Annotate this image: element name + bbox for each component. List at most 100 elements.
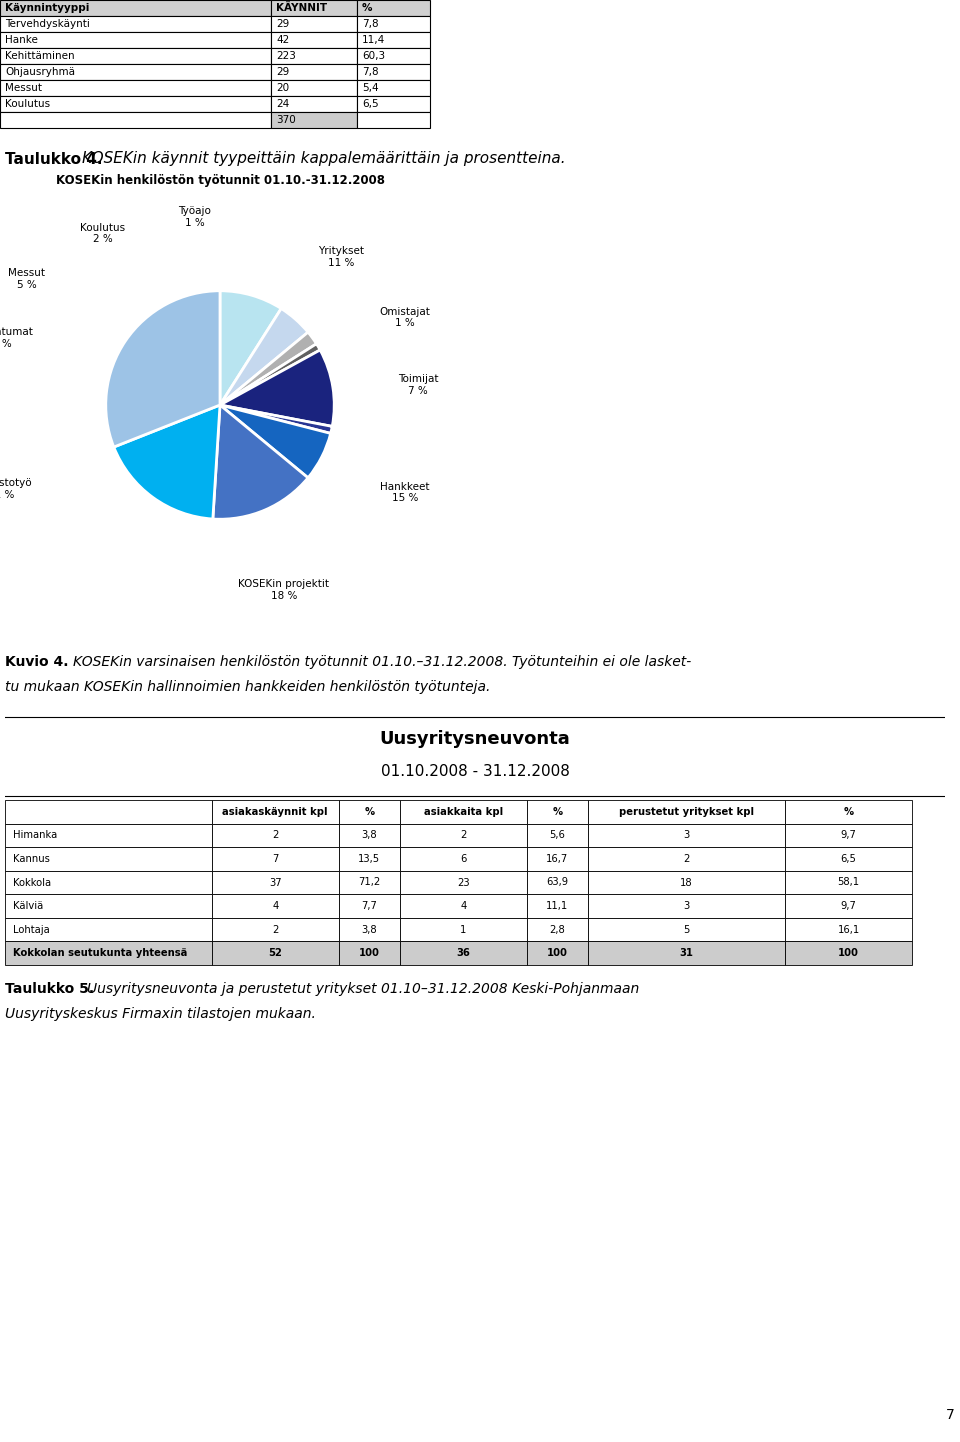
- Bar: [399, 919, 527, 942]
- Title: KOSEKin henkilöstön työtunnit 01.10.-31.12.2008: KOSEKin henkilöstön työtunnit 01.10.-31.…: [56, 174, 385, 187]
- Text: 23: 23: [457, 878, 469, 887]
- Bar: [5, 871, 212, 894]
- Text: Koulutus: Koulutus: [5, 99, 50, 110]
- Wedge shape: [220, 309, 308, 405]
- Text: Kehittäminen: Kehittäminen: [5, 50, 75, 61]
- Bar: [0, 16, 271, 32]
- Text: KÄYNNIT: KÄYNNIT: [276, 3, 327, 13]
- Bar: [212, 871, 339, 894]
- Text: 71,2: 71,2: [358, 878, 380, 887]
- Bar: [357, 16, 430, 32]
- Bar: [271, 79, 357, 97]
- Bar: [527, 942, 588, 965]
- Text: Työajo
1 %: Työajo 1 %: [179, 206, 211, 228]
- Text: Messut: Messut: [5, 84, 42, 92]
- Text: Uusyritysneuvonta: Uusyritysneuvonta: [379, 730, 570, 748]
- Bar: [271, 32, 357, 48]
- Bar: [785, 800, 912, 823]
- Bar: [5, 846, 212, 871]
- Text: Koulutus
2 %: Koulutus 2 %: [80, 224, 125, 245]
- Bar: [588, 800, 785, 823]
- Bar: [588, 894, 785, 919]
- Bar: [339, 800, 399, 823]
- Text: Uusyritysneuvonta ja perustetut yritykset 01.10–31.12.2008 Keski-Pohjanmaan: Uusyritysneuvonta ja perustetut yritykse…: [86, 982, 639, 996]
- Text: 37: 37: [269, 878, 281, 887]
- Bar: [527, 800, 588, 823]
- Text: 29: 29: [276, 66, 289, 76]
- Bar: [399, 823, 527, 846]
- Bar: [339, 871, 399, 894]
- Text: 9,7: 9,7: [841, 901, 856, 911]
- Text: 63,9: 63,9: [546, 878, 568, 887]
- Bar: [0, 48, 271, 63]
- Text: KOSEKin projektit
18 %: KOSEKin projektit 18 %: [238, 580, 329, 601]
- Bar: [588, 846, 785, 871]
- Text: Toimistotyö
31 %: Toimistotyö 31 %: [0, 479, 32, 500]
- Text: 2: 2: [460, 831, 467, 841]
- Wedge shape: [220, 350, 334, 427]
- Bar: [5, 919, 212, 942]
- Bar: [527, 871, 588, 894]
- Text: asiakkaita kpl: asiakkaita kpl: [423, 806, 503, 816]
- Text: 2: 2: [272, 831, 278, 841]
- Text: 7: 7: [272, 854, 278, 864]
- Text: KOSEKin varsinaisen henkilöstön työtunnit 01.10.–31.12.2008. Työtunteihin ei ole: KOSEKin varsinaisen henkilöstön työtunni…: [73, 655, 691, 669]
- Bar: [212, 919, 339, 942]
- Bar: [527, 823, 588, 846]
- Bar: [0, 32, 271, 48]
- Text: 3,8: 3,8: [361, 831, 377, 841]
- Text: 52: 52: [268, 949, 282, 959]
- Text: 100: 100: [838, 949, 859, 959]
- Text: 11,1: 11,1: [546, 901, 568, 911]
- Bar: [399, 894, 527, 919]
- Bar: [5, 800, 212, 823]
- Text: KOSEKin käynnit tyypeittäin kappalemäärittäin ja prosentteina.: KOSEKin käynnit tyypeittäin kappalemääri…: [82, 151, 565, 166]
- Text: 13,5: 13,5: [358, 854, 380, 864]
- Text: 24: 24: [276, 99, 289, 110]
- Wedge shape: [220, 291, 281, 405]
- Text: %: %: [552, 806, 563, 816]
- Text: 11,4: 11,4: [362, 35, 385, 45]
- Text: Taulukko 4.: Taulukko 4.: [5, 151, 108, 166]
- Wedge shape: [106, 291, 220, 447]
- Text: 4: 4: [460, 901, 467, 911]
- Bar: [339, 823, 399, 846]
- Text: Messut
5 %: Messut 5 %: [9, 268, 45, 290]
- Bar: [212, 894, 339, 919]
- Wedge shape: [213, 405, 308, 519]
- Bar: [357, 97, 430, 112]
- Wedge shape: [220, 332, 317, 405]
- Text: Omistajat
1 %: Omistajat 1 %: [379, 307, 430, 329]
- Bar: [588, 942, 785, 965]
- Text: 7,8: 7,8: [362, 19, 378, 29]
- Text: Kokkola: Kokkola: [12, 878, 51, 887]
- Text: 100: 100: [547, 949, 567, 959]
- Text: Yritykset
11 %: Yritykset 11 %: [318, 247, 364, 268]
- Bar: [785, 871, 912, 894]
- Text: Kokkolan seutukunta yhteensä: Kokkolan seutukunta yhteensä: [12, 949, 187, 959]
- Bar: [339, 894, 399, 919]
- Text: 370: 370: [276, 115, 296, 125]
- Bar: [357, 79, 430, 97]
- Bar: [339, 942, 399, 965]
- Text: Taulukko 5.: Taulukko 5.: [5, 982, 99, 996]
- Bar: [785, 919, 912, 942]
- Text: Hanke: Hanke: [5, 35, 38, 45]
- Bar: [212, 800, 339, 823]
- Text: 31: 31: [680, 949, 693, 959]
- Text: 16,7: 16,7: [546, 854, 568, 864]
- Wedge shape: [114, 405, 220, 519]
- Bar: [271, 112, 357, 128]
- Bar: [0, 63, 271, 79]
- Text: 1: 1: [460, 924, 467, 934]
- Bar: [588, 823, 785, 846]
- Text: Lohtaja: Lohtaja: [12, 924, 49, 934]
- Text: 42: 42: [276, 35, 289, 45]
- Bar: [785, 942, 912, 965]
- Bar: [5, 823, 212, 846]
- Text: 58,1: 58,1: [837, 878, 860, 887]
- Text: 6,5: 6,5: [362, 99, 378, 110]
- Bar: [588, 871, 785, 894]
- Bar: [271, 0, 357, 16]
- Text: 5: 5: [684, 924, 689, 934]
